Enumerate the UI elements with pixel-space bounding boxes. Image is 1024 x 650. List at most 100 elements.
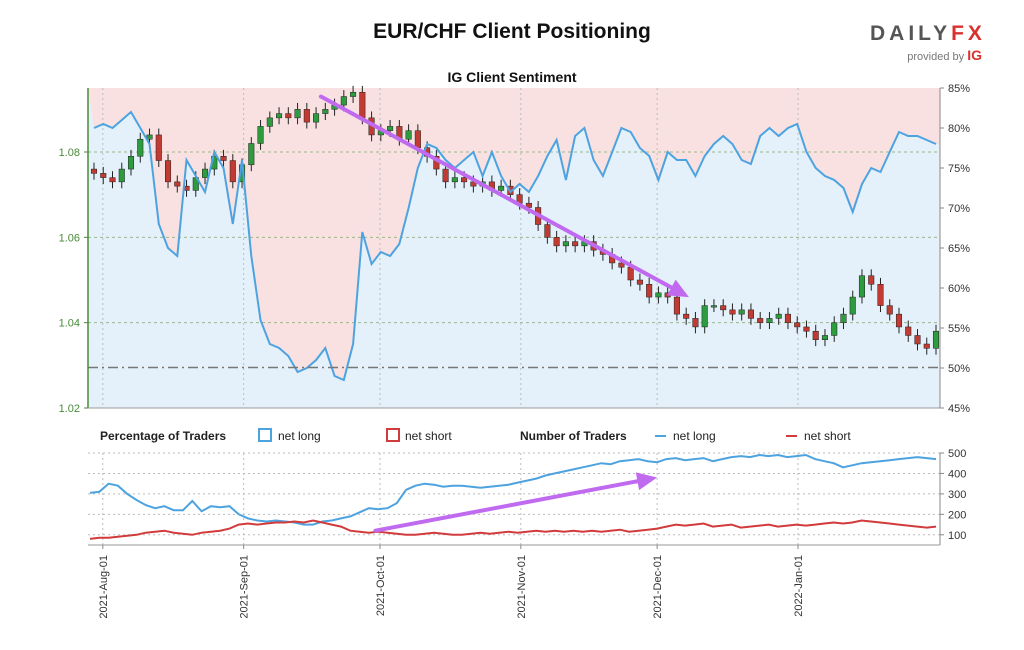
- candle-body: [701, 305, 708, 328]
- candle: [266, 111, 273, 133]
- arrow-shaft: [373, 479, 640, 533]
- candle-body: [525, 202, 532, 208]
- candle-body: [618, 262, 625, 268]
- candle-body: [905, 326, 912, 336]
- legend-number-label: Number of Traders: [520, 429, 627, 443]
- candle: [544, 218, 551, 244]
- candle: [923, 337, 930, 355]
- candle-body: [803, 326, 810, 332]
- candle: [155, 128, 162, 167]
- candle-body: [849, 296, 856, 315]
- arrow-shaft: [318, 94, 674, 290]
- candle: [350, 85, 357, 103]
- candle: [174, 175, 181, 193]
- candle: [257, 120, 264, 150]
- candle-body: [784, 313, 791, 323]
- candle-body: [359, 92, 366, 119]
- candle-body: [544, 224, 551, 238]
- count-tick-label: 400: [948, 468, 966, 480]
- candle: [90, 162, 98, 180]
- candle: [794, 316, 801, 334]
- candle-body: [164, 160, 172, 183]
- candle: [127, 149, 135, 176]
- candle: [276, 107, 283, 125]
- count-tick-label: 500: [948, 448, 966, 460]
- candle: [683, 307, 690, 325]
- candle-body: [202, 168, 209, 178]
- candle-body: [553, 237, 560, 247]
- candle-body: [766, 318, 773, 323]
- candle: [220, 149, 227, 167]
- candle: [905, 320, 912, 342]
- candle-body: [923, 343, 930, 349]
- candle-body: [248, 143, 255, 166]
- price-panel: 1.02 1.04 1.06 1.08 45% 50% 55% 60% 65% 70% 75% 80…: [59, 69, 971, 415]
- net-short-shading: [88, 88, 940, 380]
- candle-body: [627, 266, 634, 281]
- candle: [840, 307, 847, 330]
- date-tick-label: 2022-Jan-01: [793, 555, 805, 617]
- candle: [137, 132, 144, 163]
- candle-body: [692, 318, 699, 328]
- candle: [294, 102, 301, 125]
- candle: [886, 299, 893, 321]
- candle-body: [572, 241, 579, 247]
- candle: [849, 290, 856, 321]
- candle-body: [720, 305, 727, 311]
- candle-body: [655, 292, 662, 298]
- candle: [285, 107, 292, 125]
- date-tick-label: 2021-Aug-01: [98, 555, 110, 619]
- candle: [784, 307, 791, 330]
- candle: [821, 329, 828, 347]
- candle: [202, 162, 209, 184]
- candle-body: [932, 330, 940, 349]
- candle-body: [794, 322, 801, 328]
- candle-body: [710, 305, 717, 308]
- candle: [322, 102, 329, 120]
- candle: [738, 303, 745, 321]
- legend-net-short: net short: [405, 429, 452, 443]
- candle-body: [461, 177, 468, 183]
- price-tick-label: 1.06: [59, 232, 80, 244]
- percent-tick-label: 60%: [948, 283, 970, 295]
- candle-body: [858, 275, 866, 298]
- candle: [118, 162, 125, 189]
- legend-percentage-label: Percentage of Traders: [100, 429, 226, 443]
- candle-body: [405, 130, 412, 140]
- candle-body: [340, 96, 347, 106]
- candle: [729, 303, 736, 321]
- candle-body: [100, 173, 107, 178]
- candle: [109, 171, 116, 189]
- candle: [720, 299, 727, 317]
- candle-body: [266, 117, 273, 127]
- trader-count-panel: 100 200 300 400 500: [88, 448, 966, 546]
- dailyfx-logo: DAILYFX provided by IG: [870, 22, 986, 63]
- arrow-head: [635, 472, 658, 491]
- candle: [877, 277, 884, 312]
- date-tick-label: 2021-Sep-01: [239, 555, 251, 619]
- candle-body: [673, 296, 680, 315]
- candle: [701, 299, 708, 334]
- candle-body: [229, 160, 236, 183]
- percent-tick-label: 45%: [948, 403, 970, 415]
- candle-body: [257, 126, 264, 144]
- candle: [248, 137, 255, 172]
- candle-body: [729, 309, 736, 315]
- candle-body: [118, 168, 125, 183]
- candle: [442, 162, 449, 189]
- candle-body: [350, 92, 357, 97]
- candle-body: [442, 168, 449, 183]
- candle: [932, 324, 940, 355]
- percent-tick-label: 50%: [948, 363, 970, 375]
- candle: [100, 166, 107, 184]
- price-tick-label: 1.02: [59, 403, 80, 415]
- candle: [303, 102, 310, 129]
- date-tick-label: 2021-Dec-01: [652, 555, 664, 619]
- candle-body: [775, 313, 782, 319]
- candle: [164, 154, 172, 189]
- candle-body: [646, 284, 653, 298]
- net-short-count-line: [89, 519, 937, 540]
- candle-body: [303, 109, 310, 123]
- candle-body: [322, 109, 329, 114]
